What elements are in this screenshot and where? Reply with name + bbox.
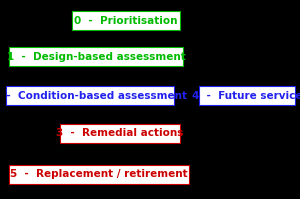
FancyBboxPatch shape: [72, 11, 180, 30]
FancyBboxPatch shape: [9, 165, 189, 183]
FancyBboxPatch shape: [9, 47, 183, 66]
Text: 4  -  Future service: 4 - Future service: [192, 91, 300, 100]
Text: 1  -  Design-based assessment: 1 - Design-based assessment: [7, 52, 185, 62]
FancyBboxPatch shape: [60, 124, 180, 143]
Text: 5  -  Replacement / retirement: 5 - Replacement / retirement: [10, 169, 188, 179]
FancyBboxPatch shape: [6, 86, 174, 105]
FancyBboxPatch shape: [200, 86, 296, 105]
Text: 3  -  Remedial actions: 3 - Remedial actions: [56, 128, 184, 138]
Text: 0  -  Prioritisation: 0 - Prioritisation: [74, 16, 178, 26]
Text: 2  -  Condition-based assessment: 2 - Condition-based assessment: [0, 91, 188, 100]
